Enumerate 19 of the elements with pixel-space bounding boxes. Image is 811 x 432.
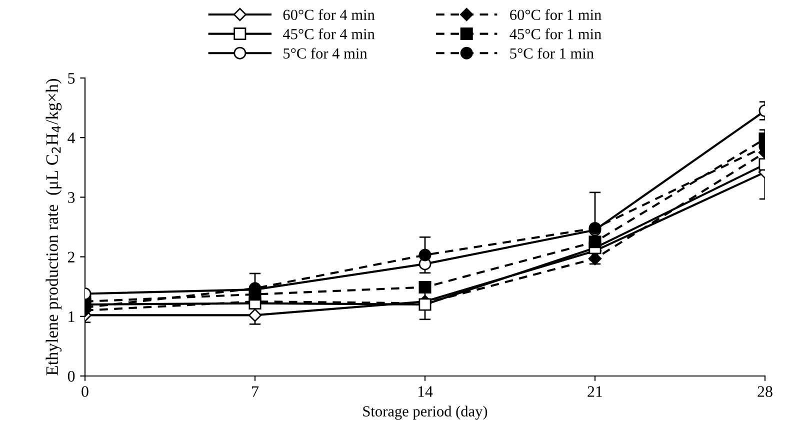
x-tick-label: 7 bbox=[252, 386, 259, 397]
legend-label: 60°C for 1 min bbox=[510, 9, 602, 20]
legend-label: 5°C for 4 min bbox=[284, 48, 368, 59]
y-tick-label: 0 bbox=[68, 370, 75, 382]
legend-label: 5°C for 1 min bbox=[510, 48, 594, 59]
legend-label: 60°C for 4 min bbox=[283, 9, 375, 20]
x-axis-title: Storage period (day) bbox=[363, 406, 488, 420]
y-tick-label: 4 bbox=[68, 132, 76, 144]
y-tick-label: 2 bbox=[68, 252, 74, 262]
legend-label: 45°C for 1 min bbox=[510, 28, 602, 40]
y-axis-title: Ethylene production rate (μL C$_{2}$H$_{4}$/kg×h) bbox=[46, 79, 62, 376]
legend-label: 45°C for 4 min bbox=[282, 28, 375, 40]
y-tick-label: 3 bbox=[68, 192, 75, 203]
x-tick-label: 21 bbox=[588, 386, 602, 397]
y-tick-label: 1 bbox=[68, 311, 74, 322]
y-tick-label: 5 bbox=[68, 73, 75, 84]
x-tick-label: 14 bbox=[418, 386, 433, 397]
x-tick-label: 0 bbox=[82, 386, 88, 397]
x-tick-label: 28 bbox=[758, 386, 772, 397]
